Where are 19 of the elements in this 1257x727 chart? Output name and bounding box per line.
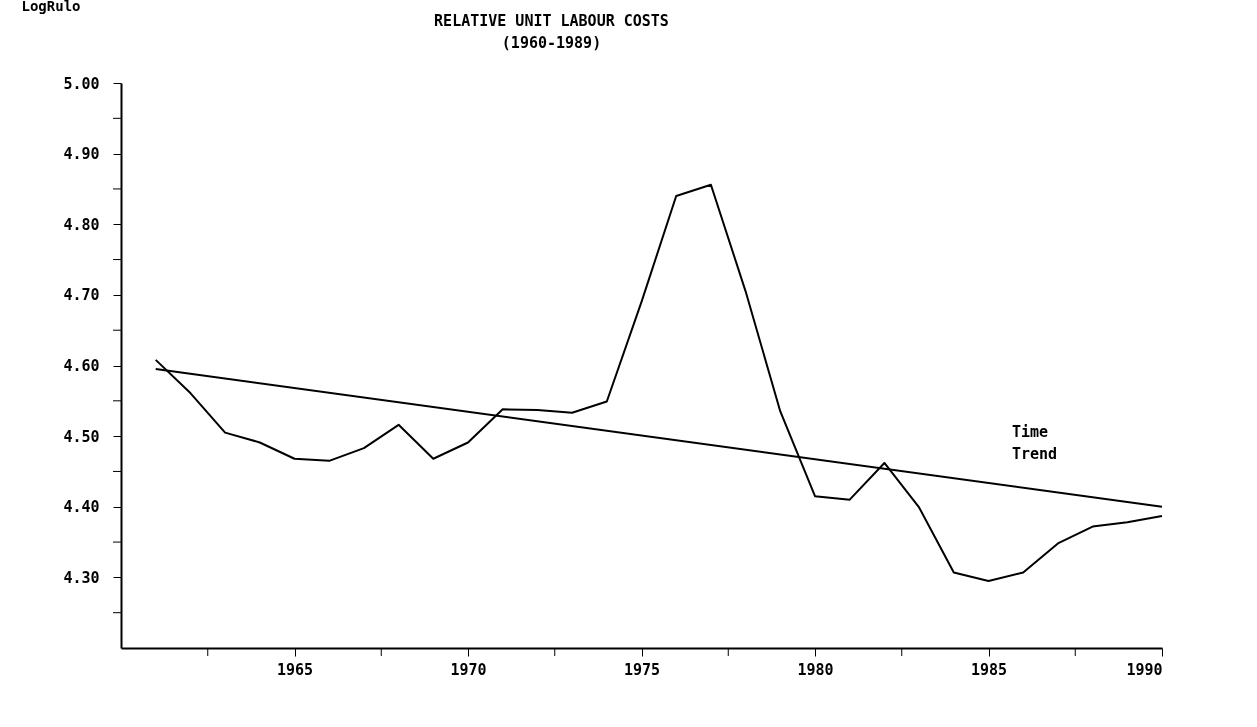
y-axis-title: LogRulo (21, 0, 81, 14)
y-tick-label: 4.80 (63, 215, 100, 234)
y-tick-label: 4.30 (63, 568, 100, 587)
y-tick-label: 5.00 (63, 74, 100, 93)
y-tick-label: 4.50 (63, 427, 100, 446)
x-tick-label: 1980 (797, 660, 834, 679)
y-tick-label: 4.70 (63, 286, 100, 305)
y-tick-label: 4.90 (63, 145, 100, 164)
x-tick-label: 1975 (623, 660, 661, 679)
x-tick-label: 1990 (1126, 660, 1163, 679)
x-tick-label: 1985 (970, 660, 1008, 679)
line-series (154, 183, 1163, 582)
x-tick-label: 1970 (450, 660, 487, 679)
chart-subtitle: (1960-1989) (501, 34, 602, 52)
chart-title: RELATIVE UNIT LABOUR COSTS (434, 12, 669, 30)
y-tick-label: 4.40 (63, 498, 100, 517)
series-label: Time Trend (1012, 422, 1058, 463)
y-tick-label: 4.60 (63, 357, 100, 375)
x-tick-label: 1965 (276, 660, 314, 679)
